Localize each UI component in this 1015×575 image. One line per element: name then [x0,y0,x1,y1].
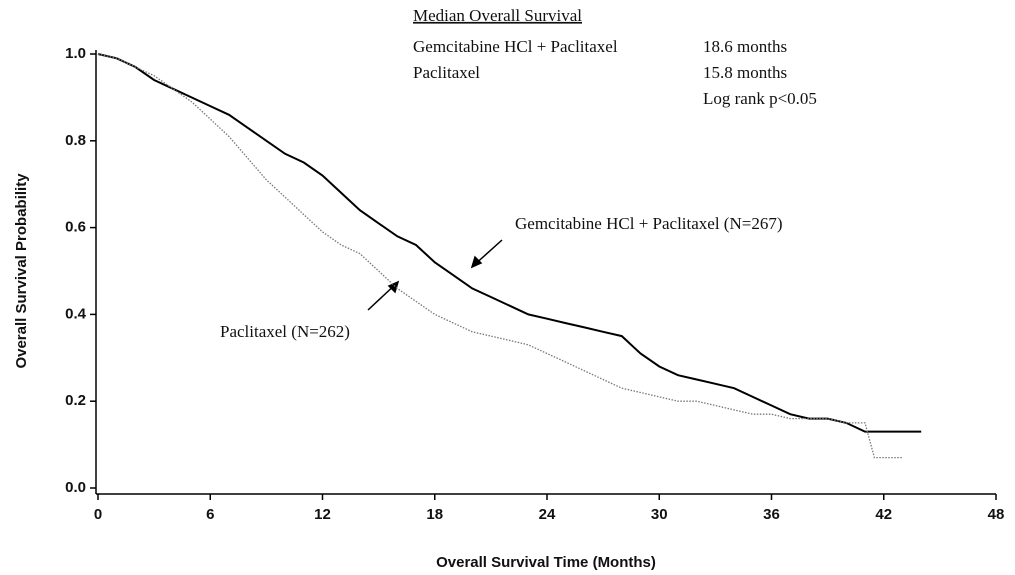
arrow-head [387,280,400,294]
table-cell: Paclitaxel [413,63,480,82]
table-cell: Gemcitabine HCl + Paclitaxel [413,37,618,56]
y-tick-label: 0.4 [65,305,87,322]
y-tick-label: 0.6 [65,219,86,236]
table-note: Log rank p<0.05 [703,89,817,108]
y-tick-label: 0.8 [65,132,86,149]
x-tick-label: 6 [206,506,214,523]
x-axis-label: Overall Survival Time (Months) [436,554,656,571]
series-label: Paclitaxel (N=262) [220,322,350,341]
y-tick-label: 0.2 [65,392,86,409]
y-tick-label: 1.0 [65,45,86,62]
arrow-head [470,255,483,269]
table-cell: 15.8 months [703,63,787,82]
x-tick-label: 18 [426,506,443,523]
x-tick-label: 24 [539,506,556,523]
series-label: Gemcitabine HCl + Paclitaxel (N=267) [515,214,783,233]
y-axis-label: Overall Survival Probability [13,173,30,369]
x-tick-label: 48 [988,506,1005,523]
x-tick-label: 12 [314,506,331,523]
y-tick-label: 0.0 [65,479,86,496]
x-tick-label: 36 [763,506,780,523]
x-tick-label: 0 [94,506,102,523]
survival-curve [97,53,922,433]
x-tick-label: 42 [875,506,892,523]
table-title: Median Overall Survival [413,6,582,25]
survival-curve [97,53,903,459]
arrows [367,239,503,311]
table-cell: 18.6 months [703,37,787,56]
x-tick-label: 30 [651,506,668,523]
